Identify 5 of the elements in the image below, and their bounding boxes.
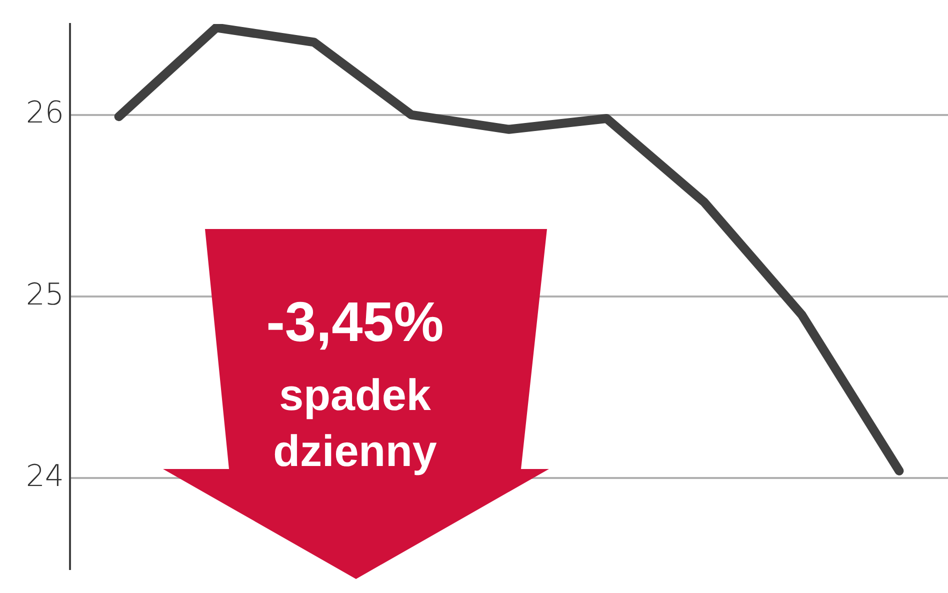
- y-tick-label: 25: [26, 277, 64, 312]
- annotation: -3,45%: [265, 290, 445, 354]
- annotation: spadek dzienny: [272, 370, 438, 478]
- y-tick-label: 26: [26, 96, 64, 131]
- y-tick-label: 24: [26, 458, 64, 494]
